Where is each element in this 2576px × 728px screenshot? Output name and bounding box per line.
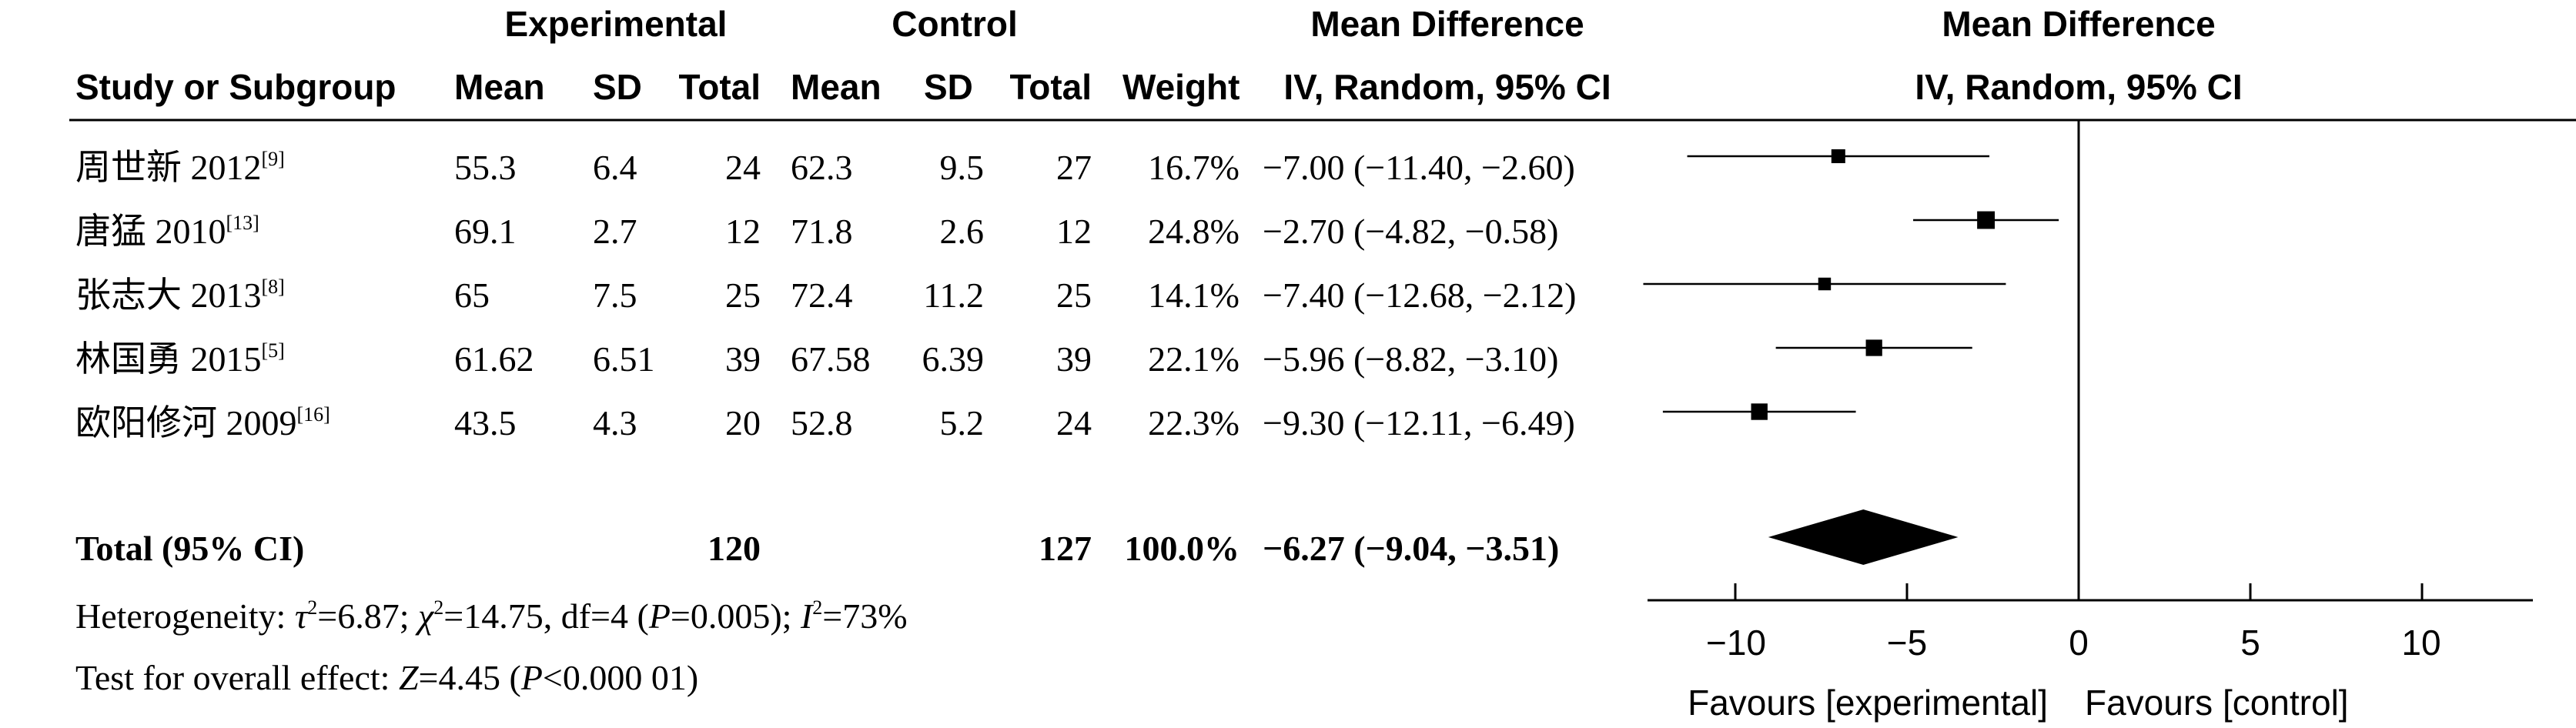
ci-value: −7.40 (−12.68, −2.12) — [1263, 276, 1577, 315]
experimental-group-header: Experimental — [504, 4, 728, 44]
effect-square — [1751, 403, 1768, 420]
effect-square — [1818, 277, 1832, 291]
total-control: 25 — [1056, 276, 1092, 315]
sd-control-header: SD — [924, 67, 973, 107]
sd-experimental: 6.51 — [593, 339, 655, 379]
ci-value: −2.70 (−4.82, −0.58) — [1263, 212, 1559, 251]
study-name: 林国勇 2015[5] — [75, 339, 285, 379]
total-weight: 100.0% — [1124, 529, 1240, 568]
total-experimental: 20 — [725, 403, 761, 442]
sd-control: 2.6 — [939, 212, 985, 251]
total-experimental-sum: 120 — [708, 529, 761, 568]
ci-value: −5.96 (−8.82, −3.10) — [1263, 339, 1559, 379]
study-name: 周世新 2012[9] — [75, 148, 285, 187]
mean-control: 62.3 — [791, 148, 853, 187]
mean-experimental: 65 — [454, 276, 490, 315]
mean-experimental: 43.5 — [454, 403, 517, 442]
study-name: 唐猛 2010[13] — [75, 212, 259, 251]
tick-label: 5 — [2240, 623, 2260, 663]
total-experimental: 25 — [725, 276, 761, 315]
effect-square — [1865, 339, 1882, 356]
sd-control: 11.2 — [923, 276, 984, 315]
ci-header-right: IV, Random, 95% CI — [1915, 67, 2243, 107]
total-control: 39 — [1056, 339, 1092, 379]
total-experimental: 39 — [725, 339, 761, 379]
effect-square — [1977, 211, 1996, 229]
favours-control-label: Favours [control] — [2085, 683, 2349, 723]
study-column-header: Study or Subgroup — [75, 67, 396, 107]
total-control: 12 — [1056, 212, 1092, 251]
mean-experimental: 55.3 — [454, 148, 517, 187]
tick-label: −10 — [1705, 623, 1767, 663]
mean-experimental: 61.62 — [454, 339, 534, 379]
total-label: Total (95% CI) — [75, 529, 305, 568]
mean-difference-header-right: Mean Difference — [1942, 4, 2216, 44]
heterogeneity-text: Heterogeneity: τ2=6.87; χ2=14.75, df=4 (… — [75, 596, 908, 636]
favours-experimental-label: Favours [experimental] — [1688, 683, 2048, 723]
weight-value: 14.1% — [1148, 276, 1239, 315]
weight-header: Weight — [1122, 67, 1240, 107]
total-control-sum: 127 — [1039, 529, 1092, 568]
total-ci: −6.27 (−9.04, −3.51) — [1263, 529, 1560, 568]
pooled-diamond — [1768, 509, 1959, 565]
mean-experimental: 69.1 — [454, 212, 517, 251]
total-control: 27 — [1056, 148, 1092, 187]
weight-value: 16.7% — [1148, 148, 1239, 187]
mean-experimental-header: Mean — [454, 67, 545, 107]
sd-experimental-header: SD — [593, 67, 642, 107]
mean-control-header: Mean — [791, 67, 882, 107]
mean-control: 52.8 — [791, 403, 853, 442]
control-group-header: Control — [892, 4, 1018, 44]
study-name: 欧阳修河 2009[16] — [75, 403, 330, 442]
total-experimental: 24 — [725, 148, 761, 187]
weight-value: 22.3% — [1148, 403, 1239, 442]
tick-label: −5 — [1886, 623, 1928, 663]
mean-control: 72.4 — [791, 276, 853, 315]
total-control: 24 — [1056, 403, 1092, 442]
ci-value: −7.00 (−11.40, −2.60) — [1263, 148, 1575, 187]
mean-control: 67.58 — [791, 339, 871, 379]
study-name: 张志大 2013[8] — [75, 276, 285, 315]
mean-control: 71.8 — [791, 212, 853, 251]
total-control-header: Total — [1009, 67, 1092, 107]
sd-experimental: 7.5 — [593, 276, 637, 315]
weight-value: 24.8% — [1148, 212, 1239, 251]
effect-square — [1831, 149, 1845, 164]
ci-header-left: IV, Random, 95% CI — [1283, 67, 1611, 107]
mean-difference-header-left: Mean Difference — [1310, 4, 1584, 44]
sd-control: 9.5 — [939, 148, 985, 187]
tick-label: 0 — [2069, 623, 2089, 663]
sd-experimental: 6.4 — [593, 148, 637, 187]
weight-value: 22.1% — [1148, 339, 1239, 379]
sd-experimental: 2.7 — [593, 212, 637, 251]
overall-effect-text: Test for overall effect: Z=4.45 (P<0.000… — [75, 658, 699, 697]
sd-control: 5.2 — [939, 403, 985, 442]
total-experimental-header: Total — [678, 67, 761, 107]
ci-value: −9.30 (−12.11, −6.49) — [1263, 403, 1575, 442]
tick-label: 10 — [2401, 623, 2441, 663]
sd-experimental: 4.3 — [593, 403, 637, 442]
sd-control: 6.39 — [922, 339, 985, 379]
total-experimental: 12 — [725, 212, 761, 251]
